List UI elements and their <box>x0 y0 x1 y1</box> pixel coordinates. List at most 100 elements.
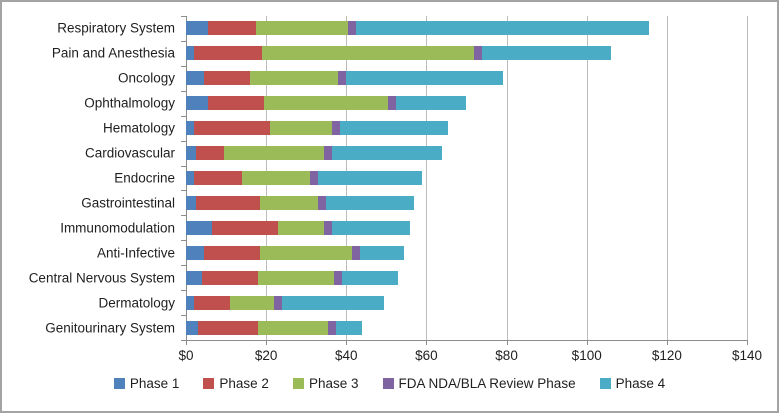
bar-segment-phase-4[interactable] <box>340 121 449 136</box>
bar-stack-endocrine[interactable] <box>186 170 423 185</box>
bar-segment-phase-4[interactable] <box>346 71 503 86</box>
bar-segment-phase-1[interactable] <box>186 46 194 61</box>
bar-stack-central-nervous-system[interactable] <box>186 270 399 285</box>
bar-segment-phase-4[interactable] <box>356 21 649 36</box>
x-axis-tick-label: $0 <box>178 348 194 363</box>
category-label: Immunomodulation <box>60 220 175 236</box>
bar-segment-fda-nda-bla-review-phase[interactable] <box>328 320 337 335</box>
bar-segment-phase-2[interactable] <box>194 170 243 185</box>
bar-segment-phase-1[interactable] <box>186 220 213 235</box>
legend-item-phase-1[interactable]: Phase 1 <box>113 376 179 391</box>
y-axis-tick <box>181 65 186 67</box>
bar-stack-gastrointestinal[interactable] <box>186 195 415 210</box>
bar-segment-phase-3[interactable] <box>260 245 353 260</box>
bar-segment-fda-nda-bla-review-phase[interactable] <box>310 170 319 185</box>
bar-segment-fda-nda-bla-review-phase[interactable] <box>324 220 333 235</box>
bar-segment-phase-4[interactable] <box>336 320 363 335</box>
legend-item-fda-nda-bla-review-phase[interactable]: FDA NDA/BLA Review Phase <box>382 376 576 391</box>
bar-segment-phase-2[interactable] <box>202 270 259 285</box>
bar-segment-fda-nda-bla-review-phase[interactable] <box>332 121 341 136</box>
bar-segment-phase-2[interactable] <box>208 21 257 36</box>
bar-segment-phase-2[interactable] <box>196 195 261 210</box>
bar-stack-anti-infective[interactable] <box>186 245 405 260</box>
bar-segment-phase-4[interactable] <box>342 270 399 285</box>
bar-segment-phase-3[interactable] <box>224 146 325 161</box>
bar-segment-phase-2[interactable] <box>194 46 263 61</box>
legend-swatch-icon <box>292 378 304 389</box>
bar-segment-phase-2[interactable] <box>208 96 265 111</box>
bar-segment-phase-2[interactable] <box>204 71 251 86</box>
bar-segment-phase-2[interactable] <box>194 121 271 136</box>
bar-segment-phase-1[interactable] <box>186 320 199 335</box>
bar-segment-phase-3[interactable] <box>278 220 325 235</box>
bar-segment-phase-1[interactable] <box>186 21 209 36</box>
bar-segment-phase-4[interactable] <box>326 195 415 210</box>
x-axis-tick <box>586 340 588 345</box>
bar-segment-phase-4[interactable] <box>318 170 423 185</box>
legend-item-phase-2[interactable]: Phase 2 <box>203 376 269 391</box>
bar-segment-fda-nda-bla-review-phase[interactable] <box>318 195 327 210</box>
bar-segment-fda-nda-bla-review-phase[interactable] <box>324 146 333 161</box>
bar-stack-cardiovascular[interactable] <box>186 146 443 161</box>
x-axis-tick <box>747 340 748 345</box>
bar-stack-dermatology[interactable] <box>186 295 385 310</box>
y-axis-tick <box>181 240 186 242</box>
bar-segment-phase-4[interactable] <box>482 46 611 61</box>
bar-row <box>186 41 747 66</box>
legend-item-phase-3[interactable]: Phase 3 <box>292 376 359 391</box>
bar-segment-phase-1[interactable] <box>186 96 209 111</box>
bar-stack-respiratory-system[interactable] <box>186 21 649 36</box>
bar-segment-fda-nda-bla-review-phase[interactable] <box>474 46 483 61</box>
bar-segment-phase-1[interactable] <box>186 245 205 260</box>
legend-item-phase-4[interactable]: Phase 4 <box>599 376 665 391</box>
bar-stack-genitourinary-system[interactable] <box>186 320 363 335</box>
x-axis-line <box>186 340 747 341</box>
bar-segment-phase-1[interactable] <box>186 195 197 210</box>
bar-segment-phase-3[interactable] <box>250 71 339 86</box>
bar-segment-phase-4[interactable] <box>332 220 411 235</box>
bar-stack-pain-and-anesthesia[interactable] <box>186 46 611 61</box>
bar-segment-phase-3[interactable] <box>258 270 335 285</box>
bar-segment-phase-4[interactable] <box>396 96 467 111</box>
bar-segment-fda-nda-bla-review-phase[interactable] <box>388 96 397 111</box>
bar-segment-phase-3[interactable] <box>256 21 349 36</box>
bar-segment-phase-2[interactable] <box>198 320 259 335</box>
bar-row <box>186 16 747 41</box>
bar-segment-phase-3[interactable] <box>260 195 319 210</box>
bar-segment-phase-4[interactable] <box>360 245 405 260</box>
bar-segment-fda-nda-bla-review-phase[interactable] <box>334 270 343 285</box>
category-label: Dermatology <box>98 295 175 311</box>
bar-segment-phase-4[interactable] <box>332 146 443 161</box>
bar-stack-oncology[interactable] <box>186 71 503 86</box>
bar-segment-fda-nda-bla-review-phase[interactable] <box>352 245 361 260</box>
bar-row <box>186 265 747 290</box>
bar-segment-phase-2[interactable] <box>204 245 261 260</box>
bar-segment-phase-1[interactable] <box>186 71 205 86</box>
bar-segment-phase-1[interactable] <box>186 170 194 185</box>
bar-segment-phase-3[interactable] <box>264 96 389 111</box>
bar-segment-phase-3[interactable] <box>270 121 333 136</box>
y-axis-tick <box>181 315 186 317</box>
bar-stack-immunomodulation[interactable] <box>186 220 411 235</box>
y-axis-tick <box>181 340 186 341</box>
bar-row <box>186 215 747 240</box>
bar-segment-phase-2[interactable] <box>212 220 279 235</box>
bar-segment-phase-2[interactable] <box>194 295 231 310</box>
bar-segment-phase-4[interactable] <box>282 295 385 310</box>
bar-segment-phase-1[interactable] <box>186 121 194 136</box>
bar-segment-phase-1[interactable] <box>186 295 194 310</box>
bar-segment-fda-nda-bla-review-phase[interactable] <box>348 21 357 36</box>
bar-stack-hematology[interactable] <box>186 121 449 136</box>
bar-stack-ophthalmology[interactable] <box>186 96 467 111</box>
bar-segment-phase-2[interactable] <box>196 146 225 161</box>
bar-segment-phase-3[interactable] <box>262 46 475 61</box>
x-axis-tick-label: $60 <box>415 348 438 363</box>
bar-segment-phase-3[interactable] <box>230 295 275 310</box>
legend-swatch-icon <box>599 378 611 389</box>
bar-segment-phase-3[interactable] <box>242 170 311 185</box>
bar-segment-fda-nda-bla-review-phase[interactable] <box>338 71 347 86</box>
bar-segment-fda-nda-bla-review-phase[interactable] <box>274 295 283 310</box>
bar-segment-phase-1[interactable] <box>186 270 203 285</box>
bar-segment-phase-3[interactable] <box>258 320 329 335</box>
bar-segment-phase-1[interactable] <box>186 146 197 161</box>
